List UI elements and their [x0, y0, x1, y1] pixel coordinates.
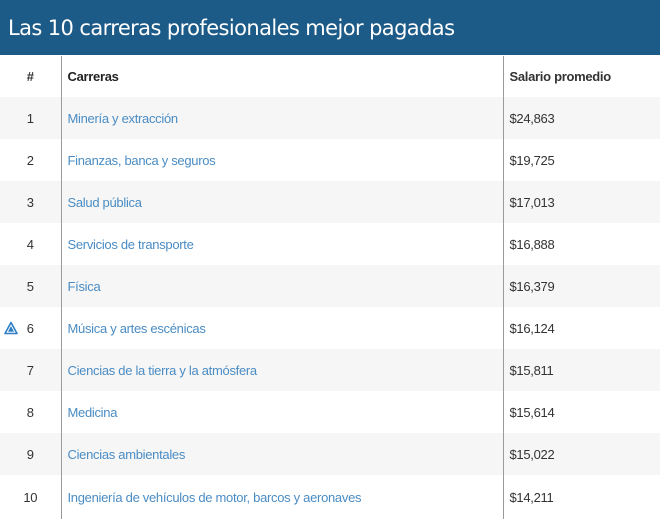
- career-link[interactable]: Salud pública: [67, 194, 142, 210]
- row-number: 8: [0, 391, 61, 433]
- row-number: 6: [26, 320, 34, 336]
- row-number: 10: [0, 475, 61, 519]
- column-header-career: Carreras: [60, 56, 503, 97]
- table-row: 8 Medicina $15,614: [0, 391, 660, 433]
- page-header: Las 10 carreras profesionales mejor paga…: [0, 0, 660, 55]
- salary-value: $16,124: [502, 307, 660, 349]
- column-header-salary: Salario promedio: [502, 56, 660, 97]
- table-header-row: # Carreras Salario promedio: [0, 56, 660, 97]
- table-row: 7 Ciencias de la tierra y la atmósfera $…: [0, 349, 660, 391]
- salary-value: $15,811: [502, 349, 660, 391]
- salary-value: $24,863: [502, 97, 660, 139]
- table-row: 3 Salud pública $17,013: [0, 181, 660, 223]
- career-link[interactable]: Finanzas, banca y seguros: [67, 152, 216, 168]
- career-link[interactable]: Servicios de transporte: [67, 236, 194, 252]
- table-row: 2 Finanzas, banca y seguros $19,725: [0, 139, 660, 181]
- career-link[interactable]: Minería y extracción: [67, 110, 179, 126]
- salary-table: # Carreras Salario promedio 1 Minería y …: [0, 56, 660, 519]
- row-number: 2: [0, 139, 61, 181]
- career-link[interactable]: Ciencias de la tierra y la atmósfera: [67, 362, 258, 378]
- table-row: 5 Física $16,379: [0, 265, 660, 307]
- table-row: 6 Música y artes escénicas $16,124: [0, 307, 660, 349]
- row-number: 7: [0, 349, 61, 391]
- salary-value: $16,379: [502, 265, 660, 307]
- table-row: 9 Ciencias ambientales $15,022: [0, 433, 660, 475]
- row-number: 5: [0, 265, 61, 307]
- row-number: 4: [0, 223, 61, 265]
- table-row: 4 Servicios de transporte $16,888: [0, 223, 660, 265]
- page-title: Las 10 carreras profesionales mejor paga…: [8, 15, 455, 40]
- salary-value: $16,888: [502, 223, 660, 265]
- career-link[interactable]: Medicina: [67, 404, 118, 420]
- salary-value: $14,211: [502, 475, 660, 519]
- salary-value: $17,013: [502, 181, 660, 223]
- salary-value: $15,022: [502, 433, 660, 475]
- career-link[interactable]: Ciencias ambientales: [67, 446, 186, 462]
- row-number: 3: [0, 181, 61, 223]
- table-row: 1 Minería y extracción $24,863: [0, 97, 660, 139]
- warning-triangle-icon: [4, 321, 18, 335]
- salary-value: $15,614: [502, 391, 660, 433]
- salary-value: $19,725: [502, 139, 660, 181]
- career-link[interactable]: Música y artes escénicas: [67, 320, 206, 336]
- column-header-num: #: [26, 69, 34, 84]
- career-link[interactable]: Ingeniería de vehículos de motor, barcos…: [67, 489, 362, 505]
- table-row: 10 Ingeniería de vehículos de motor, bar…: [0, 475, 660, 519]
- row-number: 9: [0, 433, 61, 475]
- row-number: 1: [0, 97, 61, 139]
- career-link[interactable]: Física: [67, 278, 101, 294]
